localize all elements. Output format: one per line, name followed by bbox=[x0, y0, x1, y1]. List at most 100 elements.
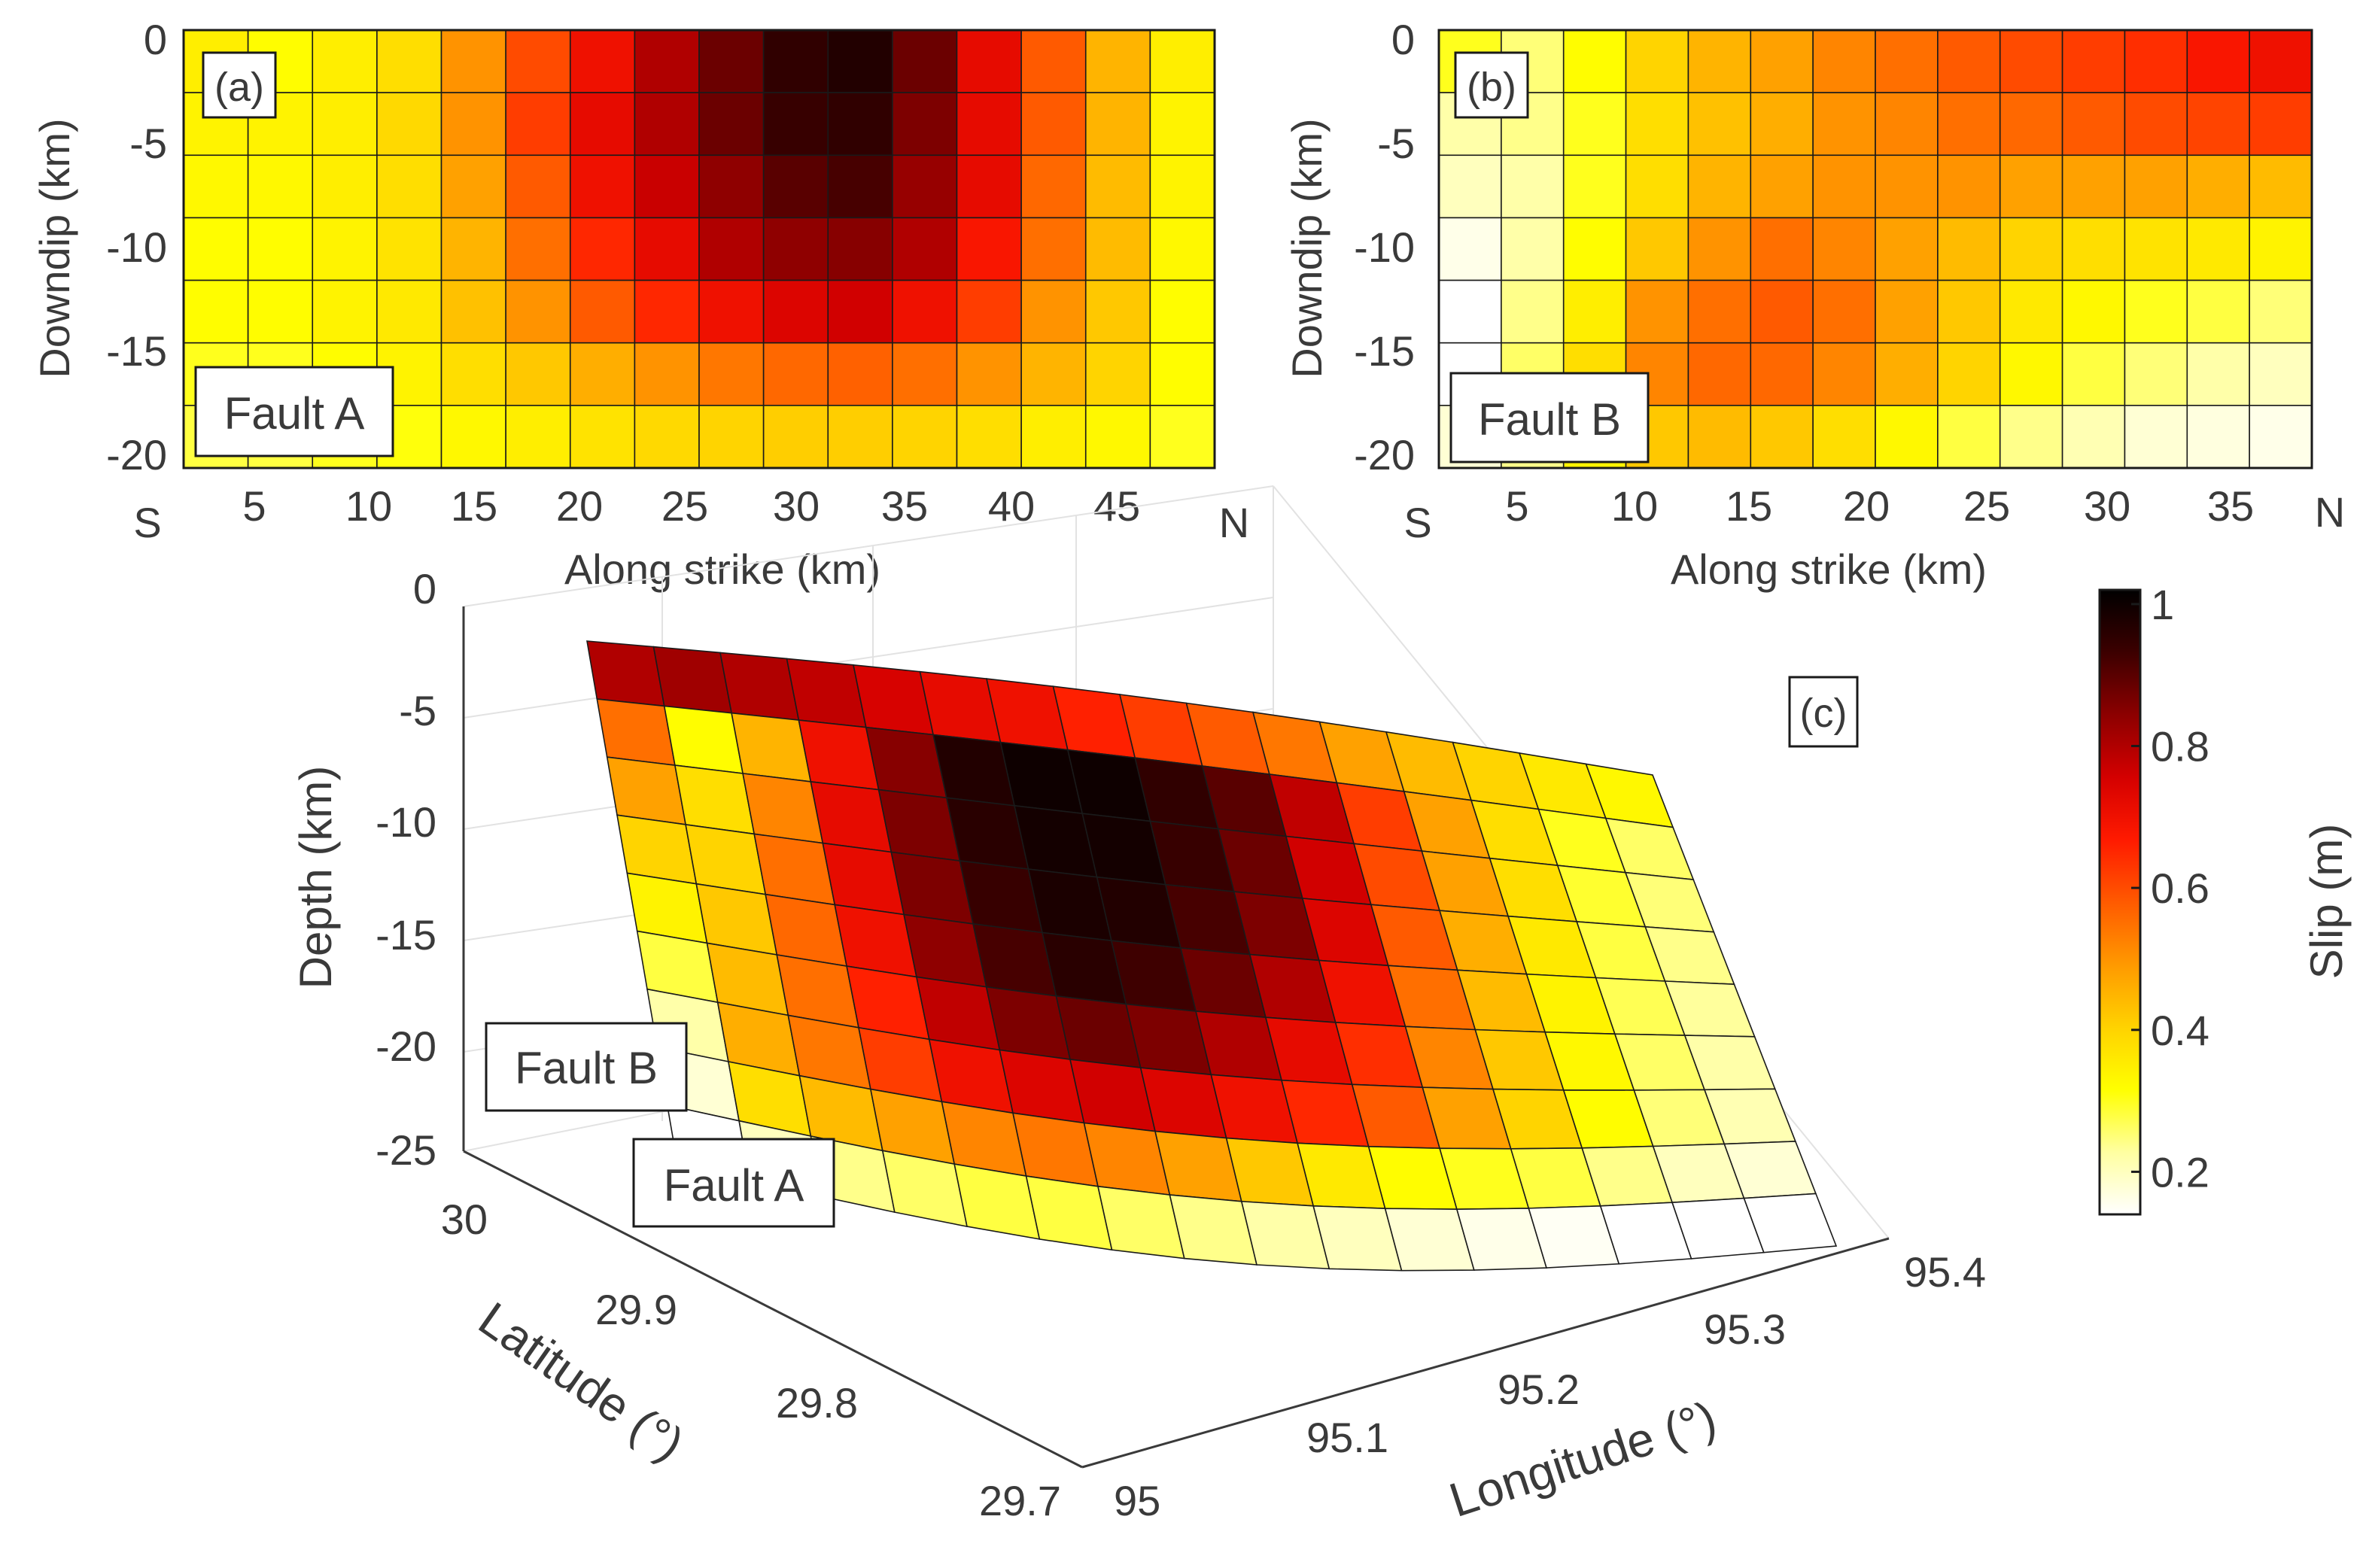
panel-b-slip-cell bbox=[1501, 217, 1565, 281]
panel-c-ztick: -5 bbox=[399, 687, 436, 734]
panel-c-axes bbox=[462, 606, 1890, 1469]
panel-a-slip-cell bbox=[762, 279, 829, 344]
panel-a-slip-cell bbox=[1084, 29, 1151, 93]
panel-a-slip-cell bbox=[440, 279, 506, 344]
panel-a-slip-cell bbox=[698, 342, 765, 406]
colorbar-tick-label: 1 bbox=[2151, 581, 2174, 628]
panel-a-slip-cell bbox=[1020, 29, 1087, 93]
panel-b-slip-cell bbox=[2249, 217, 2313, 281]
panel-a-slip-cell bbox=[827, 405, 893, 469]
panel-a-slip-cell bbox=[634, 92, 700, 156]
panel-a-slip-cell bbox=[1084, 279, 1151, 344]
panel-a-slip-cell bbox=[892, 342, 958, 406]
panel-a-slip-cell bbox=[956, 92, 1022, 156]
panel-b-slip-cell bbox=[1812, 405, 1876, 469]
fault-b-label: Fault B bbox=[1478, 394, 1621, 445]
panel-b-slip-cell bbox=[1937, 29, 2001, 93]
panel-a-slip-cell bbox=[376, 29, 442, 93]
panel-b-xlabel: Along strike (km) bbox=[1671, 545, 1987, 593]
panel-b-heatmap bbox=[1438, 29, 2313, 469]
panel-b-slip-cell bbox=[2061, 279, 2126, 344]
panel-a-slip-cell bbox=[569, 154, 636, 219]
panel-a-label-box bbox=[202, 51, 277, 119]
panel-b-slip-cell bbox=[1999, 29, 2063, 93]
panel-c-lon-tick: 95.1 bbox=[1306, 1414, 1388, 1461]
panel-a-slip-cell bbox=[376, 154, 442, 219]
panel-a-slip-cell bbox=[440, 154, 506, 219]
panel-c-gridline bbox=[463, 485, 1274, 607]
panel-a-slip-cell bbox=[698, 217, 765, 281]
panel-b-slip-cell bbox=[1937, 405, 2001, 469]
panel-b-slip-cell bbox=[1687, 217, 1752, 281]
panel-a-slip-cell bbox=[892, 154, 958, 219]
panel-c-lon-tick: 95.3 bbox=[1704, 1305, 1786, 1353]
panel-b-slip-cell bbox=[1999, 342, 2063, 406]
panel-b-slip-cell bbox=[2186, 92, 2250, 156]
panel-a-slip-cell bbox=[1149, 154, 1215, 219]
panel-b-xtick: 10 bbox=[1611, 482, 1658, 530]
panel-a-slip-cell bbox=[440, 405, 506, 469]
panel-b-slip-cell bbox=[1562, 154, 1627, 219]
panel-a-slip-cell bbox=[312, 279, 378, 344]
panel-b-slip-cell bbox=[2249, 405, 2313, 469]
panel-b-slip-cell bbox=[1562, 92, 1627, 156]
panel-b-slip-cell bbox=[2186, 217, 2250, 281]
panel-a-slip-cell bbox=[1149, 279, 1215, 344]
panel-c-longitude-axis bbox=[1081, 1237, 1890, 1469]
panel-a-xtick: 15 bbox=[451, 482, 497, 530]
panel-b-slip-cell bbox=[2249, 279, 2313, 344]
panel-b-slip-cell bbox=[1812, 29, 1876, 93]
panel-c-slip-cell bbox=[719, 652, 800, 722]
panel-b-slip-cell bbox=[1875, 217, 1939, 281]
panel-b-frame bbox=[1437, 29, 2313, 469]
panel-a-slip-cell bbox=[1020, 405, 1087, 469]
panel-a-frame bbox=[182, 29, 1216, 469]
panel-b-slip-cell bbox=[2186, 342, 2250, 406]
fault-a-label-box bbox=[194, 366, 394, 457]
panel-b-slip-cell bbox=[1999, 217, 2063, 281]
panel-a-slip-cell bbox=[440, 217, 506, 281]
panel-b-slip-cell bbox=[1812, 342, 1876, 406]
panel-a-slip-cell bbox=[1020, 217, 1087, 281]
panel-a-slip-cell bbox=[247, 279, 314, 344]
panel-a-ytick: -20 bbox=[106, 431, 167, 479]
panel-c-lat-tick: 29.8 bbox=[776, 1379, 858, 1427]
panel-b-slip-cell bbox=[1812, 154, 1876, 219]
panel-b-slip-cell bbox=[1937, 92, 2001, 156]
panel-c-slip-cell bbox=[586, 640, 665, 707]
panel-a-slip-cell bbox=[892, 92, 958, 156]
panel-b-slip-cell bbox=[1625, 279, 1689, 344]
panel-a-slip-cell bbox=[312, 92, 378, 156]
panel-a-slip-cell bbox=[1149, 29, 1215, 93]
panel-a-slip-cell bbox=[827, 154, 893, 219]
panel-a-slip-cell bbox=[183, 217, 249, 281]
panel-c-ztick: -10 bbox=[376, 798, 436, 846]
panel-a-slip-cell bbox=[892, 279, 958, 344]
panel-c-slip-surface bbox=[586, 640, 1838, 1272]
panel-c-latitude-axis bbox=[463, 1150, 1083, 1469]
panel-b-slip-cell bbox=[1750, 405, 1814, 469]
panel-a-slip-cell bbox=[440, 92, 506, 156]
panel-c: 0 -5 -10 -15 -20 -25 Depth (km) 30 29.9 … bbox=[290, 485, 1986, 1527]
panel-a-xtick: 5 bbox=[242, 482, 266, 530]
panel-a-slip-cell bbox=[569, 279, 636, 344]
panel-a-slip-cell bbox=[956, 342, 1022, 406]
panel-b-ylabel: Downdip (km) bbox=[1283, 118, 1331, 378]
panel-a-slip-cell bbox=[1020, 92, 1087, 156]
panel-a-slip-cell bbox=[1084, 405, 1151, 469]
panel-b-slip-cell bbox=[2124, 29, 2188, 93]
panel-a-slip-cell bbox=[505, 405, 571, 469]
panel-a-ytick: -5 bbox=[129, 120, 167, 167]
panel-a-slip-cell bbox=[762, 405, 829, 469]
panel-a-slip-cell bbox=[505, 217, 571, 281]
panel-a-slip-cell bbox=[634, 29, 700, 93]
panel-a-slip-cell bbox=[634, 342, 700, 406]
panel-a-slip-cell bbox=[892, 217, 958, 281]
panel-a-slip-cell bbox=[827, 92, 893, 156]
panel-c-fault-b-label: Fault B bbox=[515, 1043, 658, 1093]
panel-b-xtick: 35 bbox=[2207, 482, 2254, 530]
panel-a-slip-cell bbox=[827, 279, 893, 344]
panel-b-slip-cell bbox=[1750, 92, 1814, 156]
panel-b-slip-cell bbox=[1812, 279, 1876, 344]
colorbar-label: Slip (m) bbox=[2301, 824, 2352, 980]
